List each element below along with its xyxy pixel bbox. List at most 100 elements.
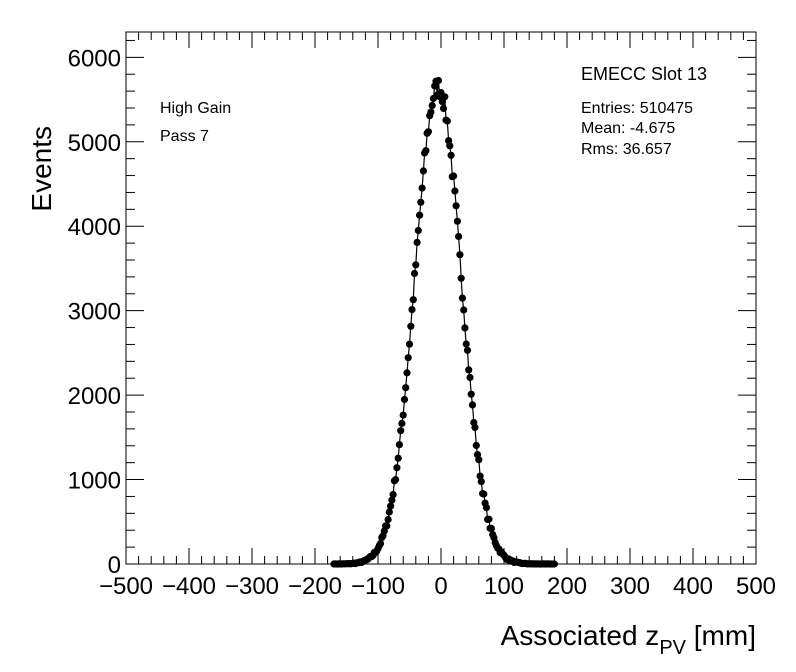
- x-tick-label: −500: [99, 573, 153, 600]
- data-point: [427, 108, 435, 116]
- data-point: [418, 184, 426, 192]
- data-point: [451, 187, 459, 195]
- data-point: [485, 515, 493, 523]
- annotation-high-gain: High Gain: [160, 100, 231, 117]
- data-point: [413, 238, 421, 246]
- data-point: [403, 369, 411, 377]
- x-tick-label: 500: [736, 573, 776, 600]
- x-axis-title-main: Associated z: [501, 620, 660, 651]
- data-point: [463, 346, 472, 354]
- y-tick-label: 1000: [68, 468, 121, 495]
- annotation-pass: Pass 7: [160, 128, 209, 145]
- x-tick-label: 300: [610, 573, 650, 600]
- data-point: [475, 456, 483, 464]
- x-tick-label: 100: [484, 573, 524, 600]
- data-point: [461, 324, 469, 332]
- data-point: [417, 198, 425, 206]
- data-point: [419, 167, 427, 175]
- x-axis-title-subscript: PV: [659, 637, 686, 659]
- data-point: [446, 142, 454, 150]
- data-point: [456, 251, 464, 259]
- data-point: [457, 274, 465, 282]
- data-point: [389, 491, 397, 499]
- data-point: [466, 373, 474, 382]
- data-point: [439, 104, 448, 113]
- data-point: [414, 226, 422, 235]
- data-point: [465, 366, 473, 374]
- data-point: [408, 306, 416, 314]
- x-tick-label: 200: [547, 573, 587, 600]
- axis-ticks: [125, 32, 757, 565]
- x-tick-label: 400: [673, 573, 713, 600]
- data-point: [487, 524, 495, 533]
- x-tick-label: 0: [434, 573, 447, 600]
- y-tick-label: 2000: [68, 383, 121, 410]
- data-point: [482, 504, 490, 512]
- annotation-slot: EMECC Slot 13: [581, 64, 707, 84]
- data-point: [388, 496, 396, 504]
- data-point: [400, 395, 409, 404]
- data-point: [394, 454, 402, 462]
- data-point: [441, 93, 449, 101]
- data-point: [480, 490, 488, 498]
- stat-mean: Mean: -4.675: [581, 120, 675, 137]
- data-point: [376, 539, 385, 548]
- data-point: [409, 296, 417, 304]
- x-tick-label: −200: [288, 573, 342, 600]
- data-point: [477, 478, 485, 486]
- data-point: [471, 423, 479, 431]
- data-point: [443, 117, 451, 125]
- stat-entries: Entries: 510475: [581, 100, 693, 117]
- data-point: [395, 441, 403, 449]
- y-tick-label: 4000: [68, 214, 121, 241]
- x-tick-labels: −500 −400 −300 −200 −100 0 100 200 300 400 500: [99, 573, 776, 600]
- data-point: [399, 411, 407, 419]
- stat-rms: Rms: 36.657: [581, 141, 672, 158]
- y-tick-label: 6000: [68, 45, 121, 72]
- data-point: [412, 261, 420, 269]
- series-line: [333, 80, 555, 565]
- data-point: [384, 515, 392, 524]
- data-point: [468, 401, 477, 409]
- data-point: [467, 390, 475, 398]
- data-point: [472, 441, 480, 450]
- data-point: [410, 269, 419, 278]
- data-point: [407, 322, 415, 330]
- data-point: [424, 128, 432, 136]
- x-tick-label: −100: [351, 573, 405, 600]
- data-point: [458, 294, 466, 302]
- data-point: [455, 232, 463, 241]
- y-tick-label: 3000: [68, 299, 121, 326]
- x-tick-label: −400: [162, 573, 216, 600]
- data-point: [385, 508, 393, 516]
- data-point: [550, 560, 559, 568]
- data-point: [452, 202, 460, 210]
- data-point: [453, 217, 461, 225]
- data-point: [404, 354, 412, 362]
- data-point: [434, 76, 443, 85]
- data-curve: [333, 80, 555, 565]
- data-point: [387, 502, 395, 510]
- data-point: [462, 340, 470, 348]
- data-point: [476, 472, 484, 480]
- data-point: [392, 476, 400, 484]
- data-point: [397, 427, 405, 435]
- data-point: [383, 522, 391, 530]
- x-axis-title-unit: [mm]: [686, 620, 756, 651]
- y-tick-labels: 0 1000 2000 3000 4000 5000 6000: [68, 45, 121, 579]
- data-point: [393, 464, 401, 472]
- y-axis-title: Events: [26, 126, 57, 212]
- data-point: [450, 172, 458, 180]
- data-point: [416, 211, 424, 219]
- x-axis-title: Associated zPV [mm]: [501, 620, 756, 659]
- x-tick-label: −300: [225, 573, 279, 600]
- data-point: [398, 419, 406, 427]
- data-point: [460, 306, 468, 314]
- data-point: [402, 384, 410, 392]
- data-point: [422, 147, 430, 155]
- data-point: [428, 101, 436, 110]
- data-points: [330, 76, 559, 568]
- y-tick-label: 0: [108, 552, 121, 579]
- data-point: [447, 151, 455, 159]
